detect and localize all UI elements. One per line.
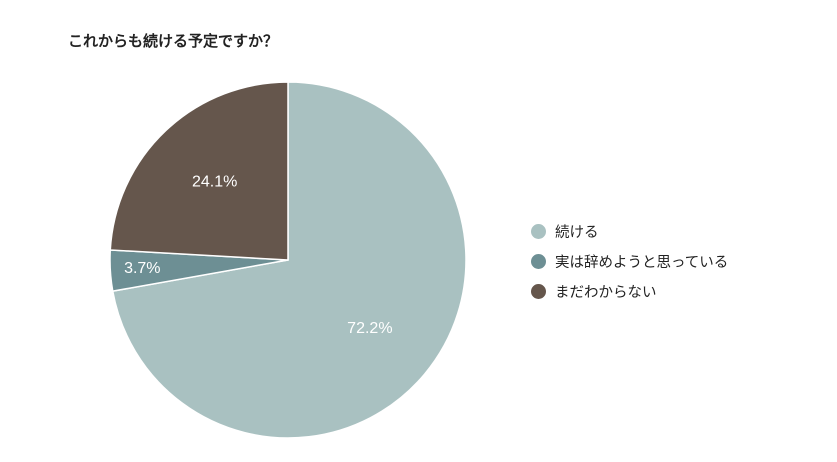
legend-label-continue: 続ける <box>555 224 599 241</box>
legend: 続ける 実は辞めようと思っている まだわからない <box>531 216 728 306</box>
legend-swatch-quit <box>531 253 546 269</box>
legend-item-continue[interactable]: 続ける <box>531 216 728 246</box>
slice-label-continue: 72.2% <box>347 320 392 337</box>
pie-slice-continue[interactable] <box>111 81 467 439</box>
chart-title: これからも続ける予定ですか？ <box>68 32 279 50</box>
slice-label-undecided: 24.1% <box>192 174 237 191</box>
legend-item-undecided[interactable]: まだわからない <box>531 276 728 306</box>
legend-label-undecided: まだわからない <box>555 284 657 301</box>
legend-item-quit[interactable]: 実は辞めようと思っている <box>531 246 728 276</box>
pie-chart: 72.2% 3.7% 24.1% <box>109 81 467 439</box>
legend-swatch-undecided <box>531 283 546 299</box>
legend-swatch-continue <box>531 223 546 239</box>
slice-label-quit: 3.7% <box>124 260 160 277</box>
pie-slice-undecided[interactable] <box>109 81 289 261</box>
legend-label-quit: 実は辞めようと思っている <box>555 254 729 271</box>
